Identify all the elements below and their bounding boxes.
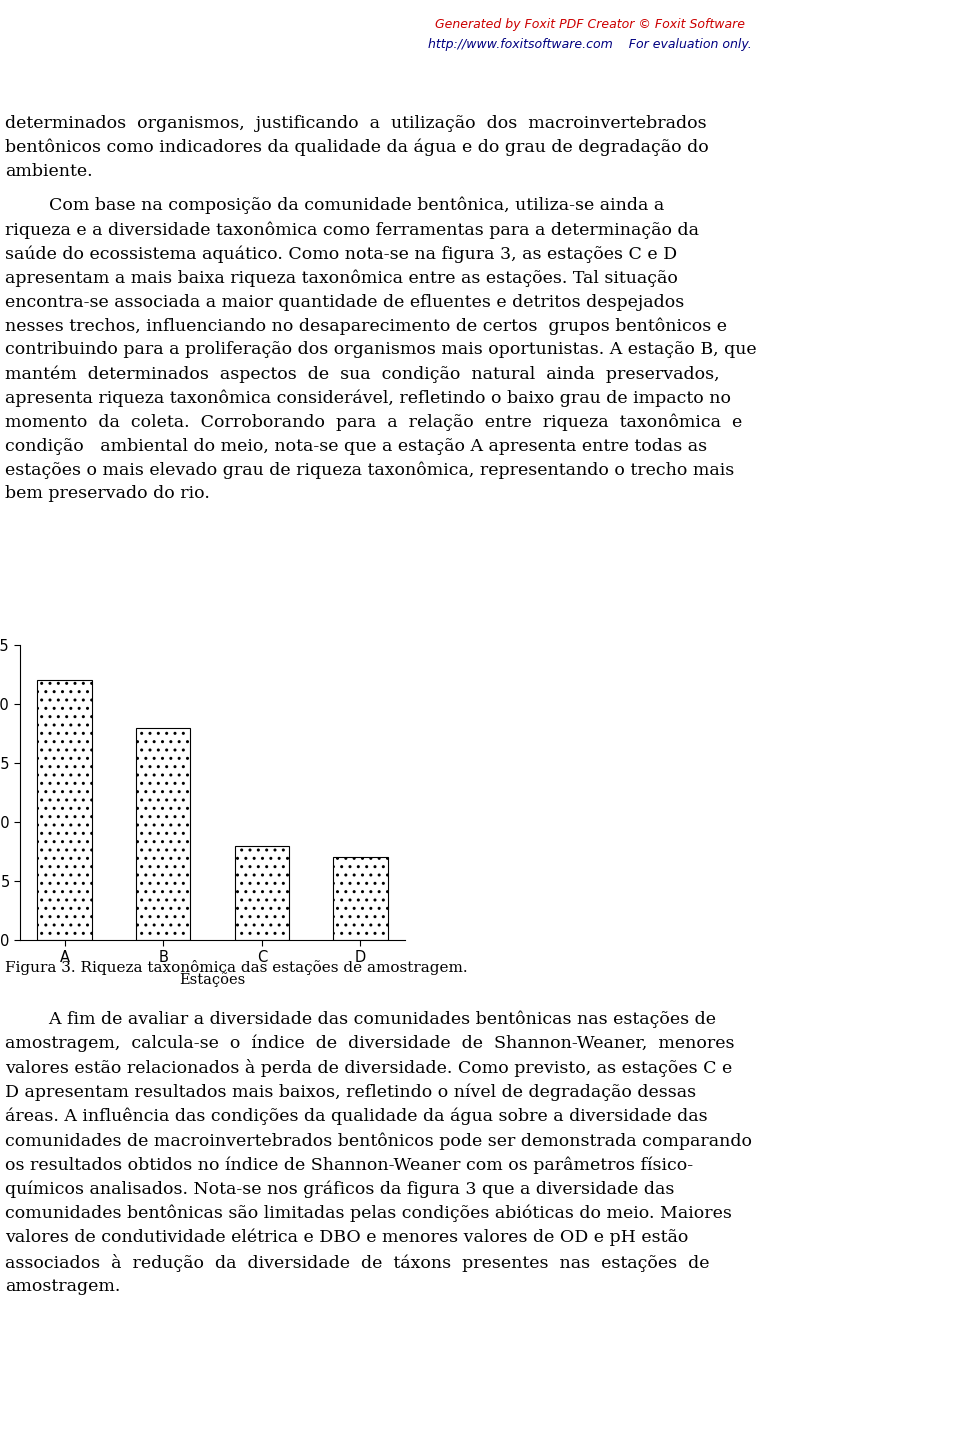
Bar xyxy=(37,680,92,941)
Text: A fim de avaliar a diversidade das comunidades bentônicas nas estações de
amostr: A fim de avaliar a diversidade das comun… xyxy=(5,1010,752,1295)
Text: http://www.foxitsoftware.com    For evaluation only.: http://www.foxitsoftware.com For evaluat… xyxy=(428,37,752,52)
Text: Figura 3. Riqueza taxonômica das estações de amostragem.: Figura 3. Riqueza taxonômica das estaçõe… xyxy=(5,959,468,975)
Bar xyxy=(234,846,289,941)
Text: determinados  organismos,  justificando  a  utilização  dos  macroinvertebrados
: determinados organismos, justificando a … xyxy=(5,115,708,179)
Text: Com base na composição da comunidade bentônica, utiliza-se ainda a
riqueza e a d: Com base na composição da comunidade ben… xyxy=(5,196,756,502)
Text: Generated by Foxit PDF Creator © Foxit Software: Generated by Foxit PDF Creator © Foxit S… xyxy=(435,19,745,32)
Bar xyxy=(333,858,388,941)
X-axis label: Estações: Estações xyxy=(180,972,246,987)
Bar xyxy=(136,727,190,941)
